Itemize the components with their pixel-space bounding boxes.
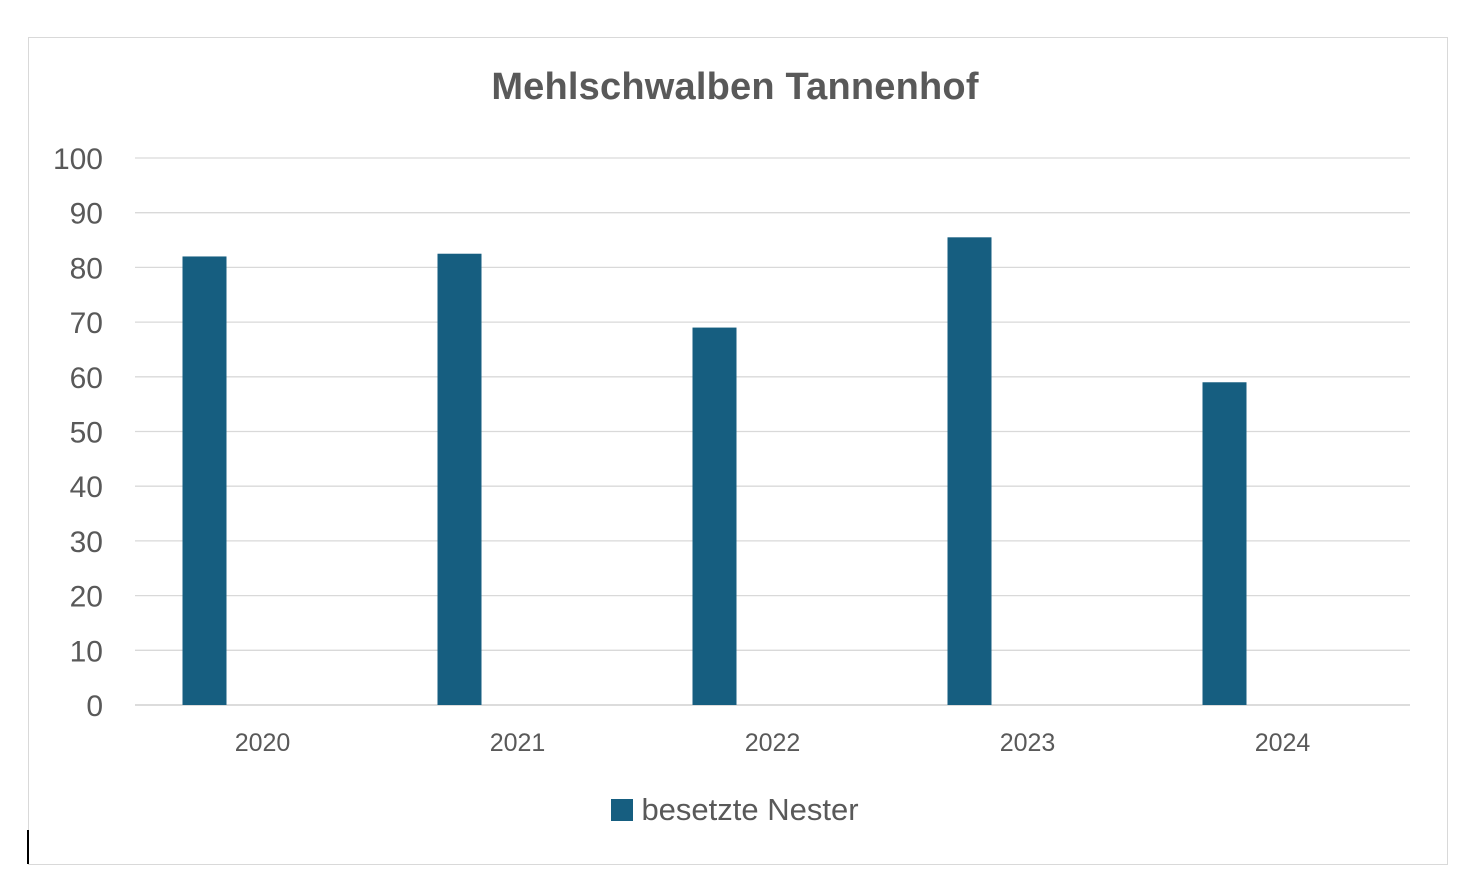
- y-tick-label: 70: [70, 307, 103, 340]
- x-tick-label: 2021: [490, 729, 546, 757]
- x-tick-label: 2024: [1255, 729, 1311, 757]
- y-tick-label: 100: [53, 143, 103, 176]
- bar-2024: [1202, 382, 1247, 705]
- legend-swatch: [611, 799, 634, 821]
- y-tick-label: 60: [70, 362, 103, 395]
- bar-2023: [947, 237, 992, 705]
- x-tick-label: 2020: [235, 729, 291, 757]
- y-tick-label: 20: [70, 581, 103, 614]
- chart-title: Mehlschwalben Tannenhof: [491, 66, 979, 108]
- legend-label: besetzte Nester: [641, 792, 859, 827]
- x-tick-label: 2023: [1000, 729, 1056, 757]
- text-cursor: [27, 830, 29, 864]
- y-tick-label: 10: [70, 635, 103, 668]
- y-tick-label: 80: [70, 252, 103, 285]
- bar-2022: [692, 327, 737, 705]
- y-tick-label: 50: [70, 417, 103, 450]
- y-tick-label: 30: [70, 526, 103, 559]
- y-tick-label: 0: [86, 690, 103, 723]
- x-tick-label: 2022: [745, 729, 801, 757]
- legend: besetzte Nester: [0, 792, 1470, 828]
- y-tick-label: 90: [70, 198, 103, 231]
- y-tick-label: 40: [70, 471, 103, 504]
- bar-2021: [437, 253, 482, 705]
- bar-2020: [182, 256, 227, 705]
